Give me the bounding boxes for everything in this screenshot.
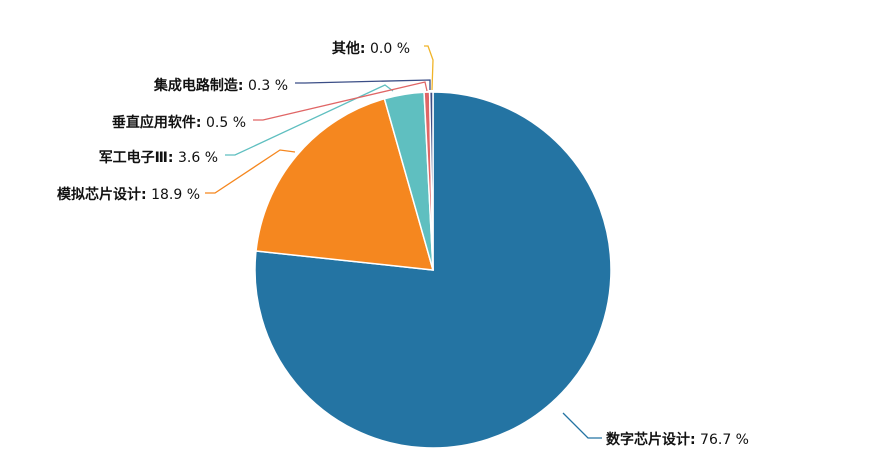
slice-1-leader-line	[205, 149, 296, 194]
leader-lines	[205, 45, 602, 439]
slice-0[interactable]	[254, 91, 612, 449]
slice-0-label-value: 76.7 %	[696, 432, 749, 448]
slice-1-label: 模拟芯片设计: 18.9 %	[57, 186, 200, 203]
slice-2-label: 军工电子Ⅲ: 3.6 %	[99, 149, 218, 166]
slice-3-label-name: 垂直应用软件:	[112, 114, 202, 131]
slice-3-label-value: 0.5 %	[202, 115, 246, 131]
slice-4-label-name: 集成电路制造:	[153, 77, 244, 94]
slice-5-label-value: 0.0 %	[366, 41, 410, 57]
slice-2-label-name: 军工电子Ⅲ:	[99, 149, 174, 166]
slice-4[interactable]	[428, 91, 434, 271]
pie-slices	[254, 91, 612, 449]
slice-2-leader-line	[225, 84, 394, 156]
slice-0-label: 数字芯片设计: 76.7 %	[606, 431, 749, 448]
slice-labels: 数字芯片设计: 76.7 % 模拟芯片设计: 18.9 % 军工电子Ⅲ: 3.6 %…	[57, 40, 749, 448]
slice-4-label: 集成电路制造: 0.3 %	[153, 77, 288, 94]
slice-4-leader-line	[295, 79, 431, 90]
slice-0-label-name: 数字芯片设计:	[606, 431, 696, 448]
slice-1[interactable]	[255, 97, 435, 271]
slice-5-label-name: 其他:	[332, 40, 366, 57]
slice-3-label: 垂直应用软件: 0.5 %	[112, 114, 246, 131]
slice-2-label-value: 3.6 %	[174, 150, 218, 166]
slice-3-leader-line	[253, 81, 428, 121]
slice-1-label-value: 18.9 %	[147, 187, 200, 203]
slice-1-label-name: 模拟芯片设计:	[57, 186, 147, 203]
slice-4-label-value: 0.3 %	[244, 78, 288, 94]
slice-5-leader-line	[424, 45, 434, 91]
slice-0-leader-line	[562, 412, 602, 439]
slice-5-label: 其他: 0.0 %	[332, 40, 410, 57]
